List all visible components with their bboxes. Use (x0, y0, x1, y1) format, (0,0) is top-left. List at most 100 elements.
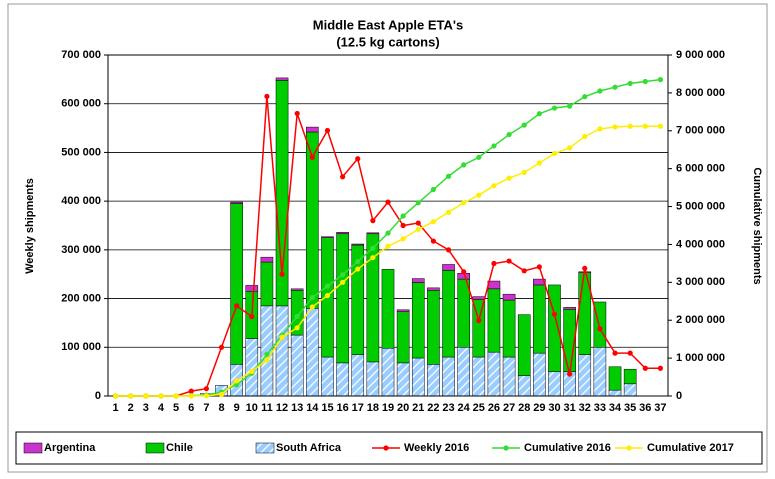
x-tick-label: 32 (579, 402, 591, 414)
chart-title: Middle East Apple ETA's (313, 17, 463, 32)
bar (623, 368, 637, 385)
line-marker (294, 110, 300, 117)
bar (533, 352, 546, 397)
y2-tick-label: 5 000 000 (676, 200, 725, 212)
x-tick-label: 9 (234, 402, 240, 414)
line-marker (309, 154, 315, 160)
line-marker (324, 127, 331, 134)
line-marker (657, 365, 664, 371)
line-marker (521, 169, 527, 176)
bar (457, 347, 470, 397)
line-marker (218, 344, 225, 350)
bar (442, 264, 455, 271)
bar (411, 278, 425, 283)
line-marker (551, 105, 558, 111)
line-marker (476, 317, 482, 324)
line-marker (445, 247, 452, 253)
line-marker (567, 145, 573, 151)
x-tick-label: 6 (188, 402, 194, 414)
y-tick-label: 600 000 (61, 98, 101, 110)
line-marker (415, 200, 421, 206)
x-tick-label: 22 (427, 402, 439, 414)
legend-marker (503, 445, 509, 451)
line-marker (218, 391, 225, 398)
line-marker (476, 192, 482, 198)
line-marker (491, 183, 497, 189)
x-tick-label: 27 (503, 402, 515, 414)
y2-tick-label: 7 000 000 (676, 125, 725, 137)
line-marker (339, 279, 346, 285)
x-tick-label: 23 (442, 402, 454, 414)
x-tick-label: 11 (261, 402, 273, 414)
x-tick-label: 18 (367, 402, 379, 414)
bar (366, 233, 380, 363)
line-marker (339, 272, 346, 278)
bar (260, 261, 274, 307)
line-marker (400, 236, 406, 242)
bar (608, 389, 622, 397)
legend-label: Weekly 2016 (404, 442, 469, 454)
line-marker (612, 350, 618, 356)
bar (306, 126, 319, 133)
line-marker (612, 84, 618, 90)
bar (548, 371, 561, 397)
x-tick-label: 12 (276, 402, 288, 414)
line-marker (309, 294, 315, 301)
line-marker (506, 258, 512, 264)
bar (533, 284, 546, 354)
line-marker (430, 186, 437, 193)
line-marker (627, 80, 633, 87)
bar (336, 233, 349, 364)
line-marker (234, 382, 240, 388)
line-marker (567, 371, 573, 377)
bar (411, 282, 425, 359)
legend-label: Argentina (44, 442, 96, 454)
x-tick-label: 1 (113, 402, 119, 414)
x-tick-label: 2 (128, 402, 134, 414)
line-marker (521, 268, 527, 274)
line-marker (355, 266, 361, 272)
line-marker (551, 150, 558, 157)
line-marker (173, 393, 179, 399)
bar (563, 307, 576, 310)
x-tick-label: 35 (624, 402, 636, 414)
bar (321, 236, 334, 238)
bar (260, 305, 274, 397)
line-marker (491, 143, 497, 149)
legend-swatch (145, 442, 165, 454)
line-marker (415, 220, 421, 226)
line-marker (461, 269, 467, 275)
y2-tick-label: 2 000 000 (676, 314, 725, 326)
line-marker (642, 78, 648, 85)
line-marker (597, 326, 603, 332)
line-marker (657, 77, 664, 83)
line-marker (461, 162, 467, 168)
line-marker (597, 126, 603, 132)
line-marker (415, 226, 421, 232)
line-marker (324, 292, 331, 299)
legend-label: Chile (166, 442, 193, 454)
bar (593, 301, 607, 348)
bar (396, 311, 410, 364)
y-tick-label: 400 000 (61, 195, 101, 207)
line-marker (370, 255, 376, 261)
bar (396, 309, 410, 312)
line-marker (264, 357, 270, 363)
line-marker (324, 283, 331, 289)
bar (517, 314, 531, 376)
legend-swatch (23, 442, 43, 454)
x-tick-label: 37 (654, 402, 666, 414)
x-tick-label: 33 (594, 402, 606, 414)
bar (275, 305, 289, 397)
line-marker (536, 264, 542, 270)
legend-label: Cumulative 2017 (647, 442, 734, 454)
bar (230, 203, 243, 365)
line-marker (355, 156, 361, 162)
line-marker (597, 88, 603, 94)
line-marker (279, 271, 285, 277)
bar (442, 356, 455, 397)
bar (427, 287, 440, 291)
line-marker (521, 122, 527, 128)
line-marker (476, 154, 482, 160)
